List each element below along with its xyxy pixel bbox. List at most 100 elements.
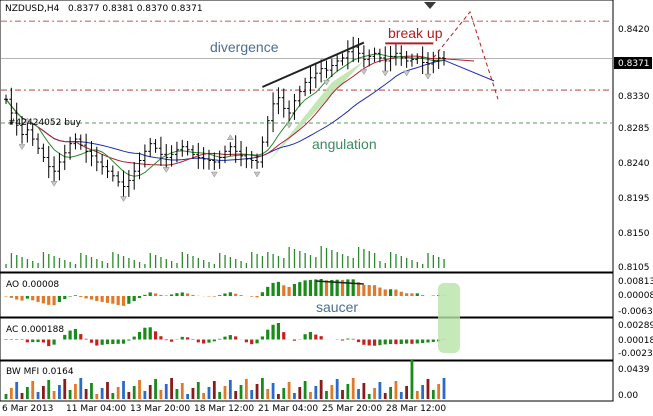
volume-bar [416,262,418,268]
volume-bar [240,261,242,268]
x-label-4: 21 Mar 04:00 [258,404,318,414]
volume-bar [432,255,435,268]
volume-bar [5,264,7,268]
fractal-down-marker [253,171,261,178]
ao-bar [298,282,302,296]
mfi-bar [415,391,419,399]
ao-bar [415,293,419,296]
ac-bar [405,339,409,344]
volume-bar [325,248,328,268]
mfi-bar [202,393,206,399]
ac-bar [159,336,163,340]
ao-bar [405,293,409,296]
ao-bar [159,294,163,296]
ao-bar [148,292,152,296]
fractal-down-marker [360,69,368,75]
saucer-highlight [438,283,460,353]
y-tick-5: 0.8195 [618,194,650,204]
x-label-2: 13 Mar 20:00 [130,404,190,414]
ao-bar [330,279,334,296]
ac-tick-top: 0.00289 [618,321,653,331]
ao-bar [271,282,275,296]
mfi-bar [234,391,238,399]
mfi-bar [330,385,334,399]
volume-bar [69,262,71,268]
ac-bar [196,339,200,343]
mfi-bar [277,394,280,399]
volume-bar [64,260,66,268]
volume-bar [315,257,317,268]
ac-bar [218,338,222,340]
ao-bar [324,280,329,296]
ao-bar [180,292,184,296]
mfi-bar [95,394,99,399]
mfi-bar [90,383,93,399]
mfi-bar [207,387,211,399]
volume-bar [267,252,269,268]
ac-bar [79,334,83,340]
ac-bar [111,339,115,344]
ac-bar [426,339,430,343]
mfi-bar [319,380,323,399]
mfi-bar [266,389,270,399]
ao-bar [63,296,67,300]
mfi-bar [244,379,248,399]
ao-bar [100,296,104,302]
mfi-bar [116,387,120,399]
ac-bar [36,339,40,343]
volume-bar [304,253,306,268]
ao-bar [153,293,158,296]
mfi-bar [25,387,29,399]
ao-tick-top: 0.00813 [618,277,653,287]
volume-bar [160,257,162,268]
volume-bar [261,256,264,268]
ao-bar [36,296,40,302]
mfi-bar [335,379,339,399]
ao-bar [383,289,387,296]
volume-bar [299,251,301,268]
volume-bar [400,256,402,268]
ao-bar [84,296,88,299]
ao-bar [308,279,313,296]
volume-bar [229,257,232,268]
volume-bar [389,252,392,268]
mfi-bar [138,380,141,399]
mfi-bar [132,386,136,399]
mfi-bar [127,392,131,399]
volume-bar [203,260,205,268]
ac-bar [399,339,403,345]
ac-bar [100,339,104,345]
ao-bar [164,295,168,296]
mfi-bar [303,381,307,399]
ac-bar [180,336,184,340]
ac-bar [292,339,297,341]
fractal-down-marker [381,70,389,77]
y-tick-2: 0.8330 [618,92,650,102]
mfi-label: BW MFI 0.0164 [6,367,74,377]
ao-bar [73,295,78,296]
x-label-5: 25 Mar 20:00 [322,404,382,414]
volume-bar [224,255,226,268]
volume-bar [90,257,93,268]
volume-bar [48,254,50,268]
volume-bar [154,255,157,268]
ao-bar [137,296,142,298]
mfi-bar [100,388,104,399]
volume-bar [245,263,248,268]
divergence-trendline [261,41,365,88]
ac-bar [346,338,350,340]
mfi-bar [223,386,227,399]
volume-bar [128,258,130,268]
volume-bar [235,259,237,268]
current-price: 0.8371 [618,59,650,69]
ac-bar [73,328,78,340]
ao-bar [399,291,403,296]
ac-bar [89,339,94,343]
ao-bar [303,280,307,296]
ao-bar [9,296,13,298]
mfi-bar [410,360,414,399]
volume-bar [288,247,290,268]
ac-bar [431,339,435,342]
mfi-tick-bot: 0.00 [618,391,638,401]
